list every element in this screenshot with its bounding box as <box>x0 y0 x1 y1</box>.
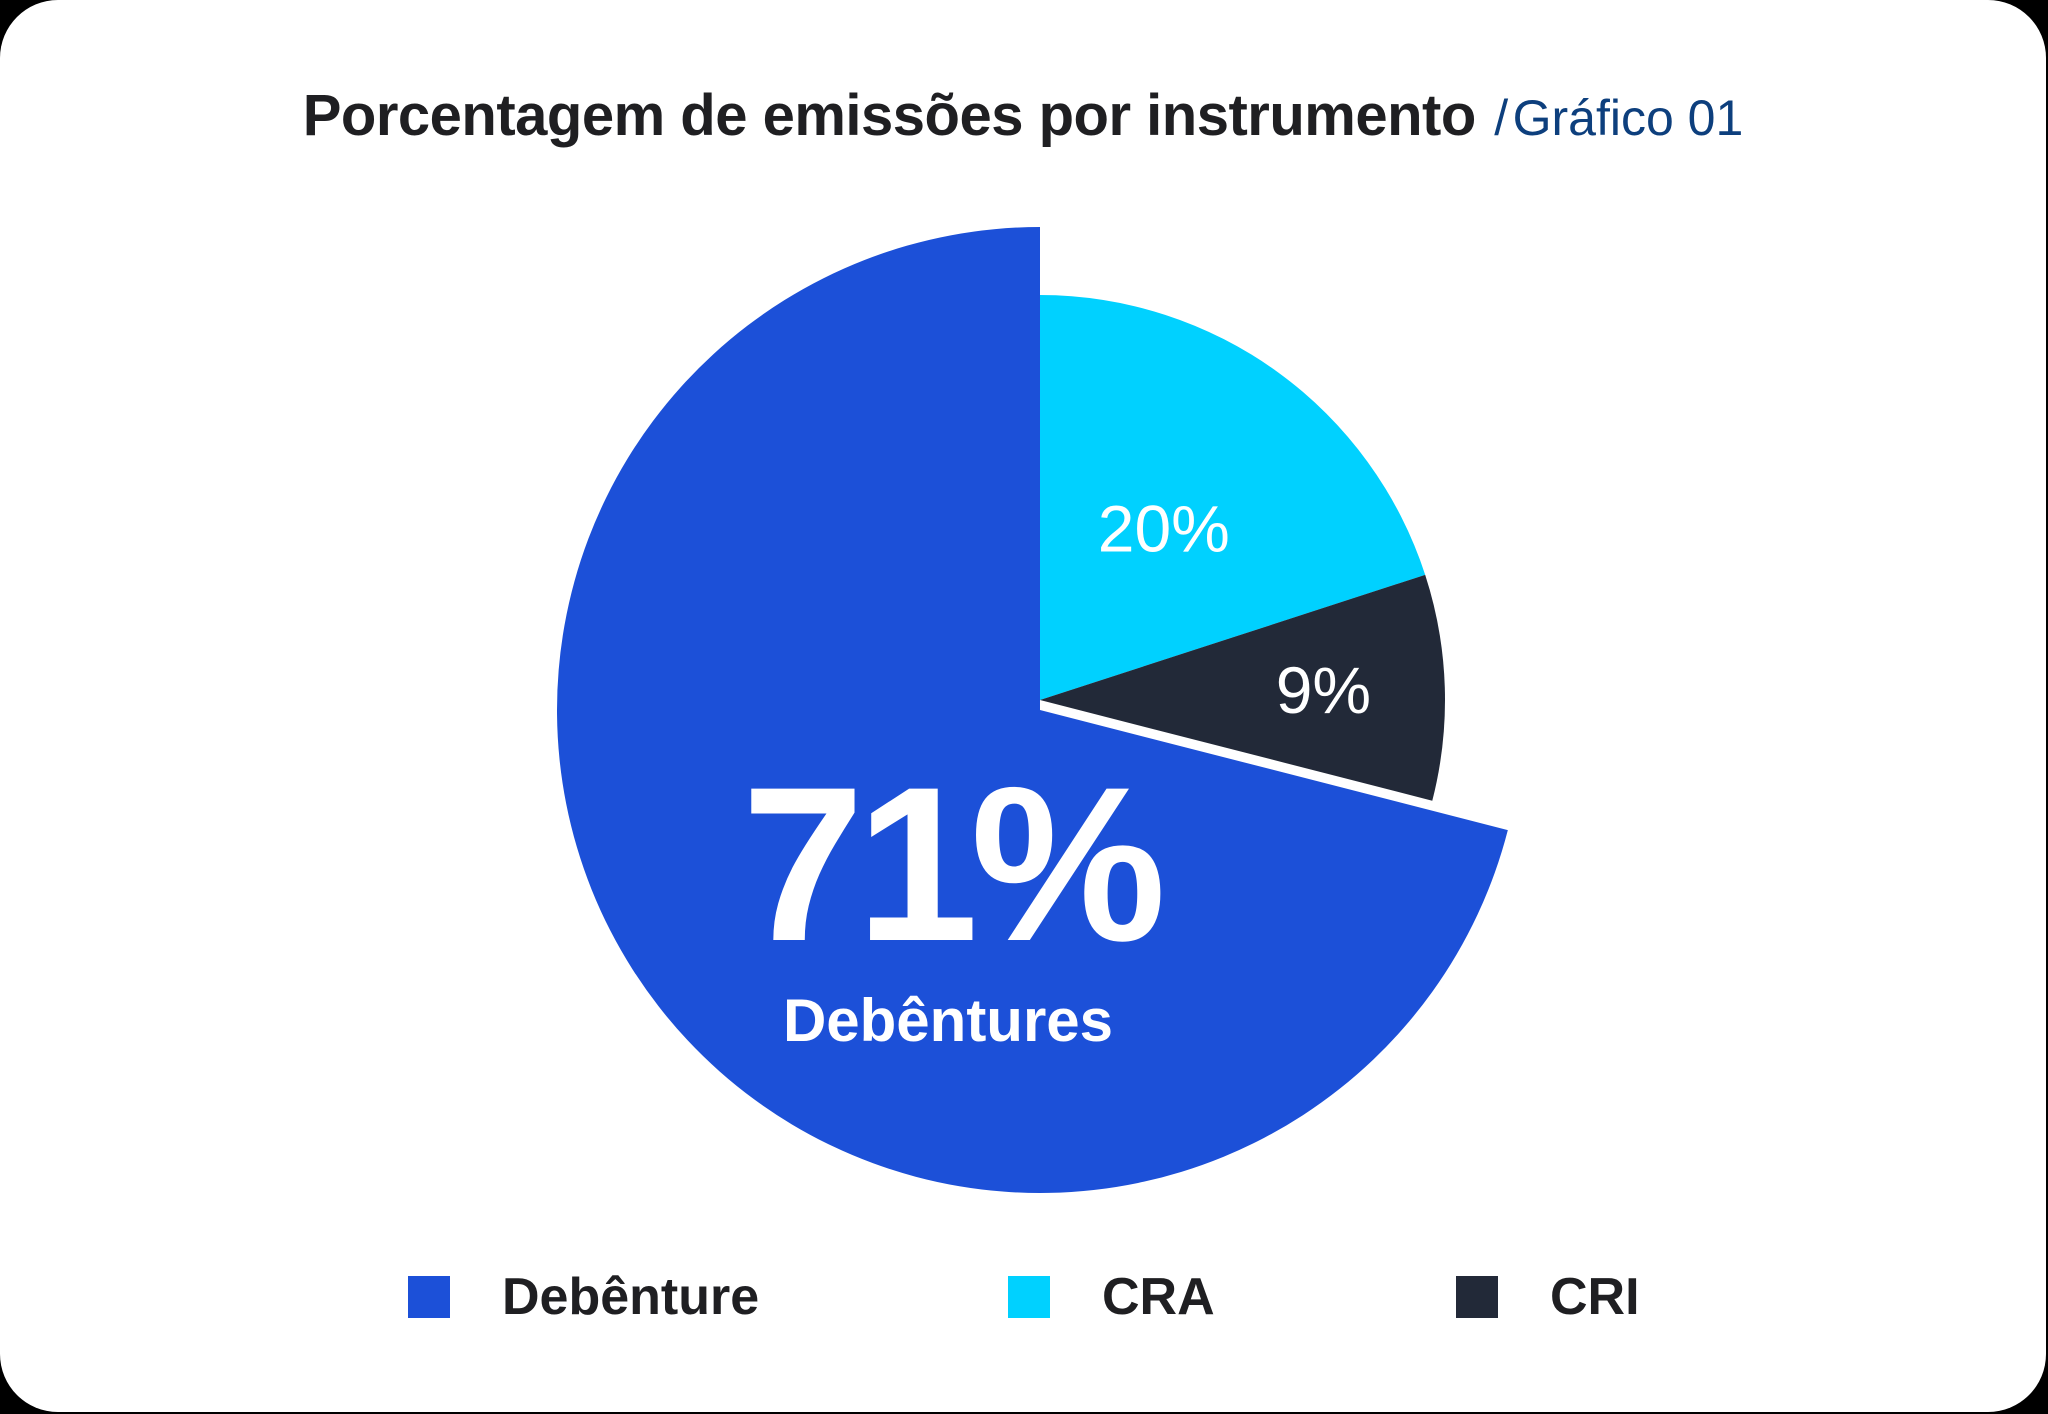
legend-swatch-cra <box>1008 1276 1050 1318</box>
legend-item-cri: CRI <box>1456 1262 1640 1332</box>
legend-label-cri: CRI <box>1550 1268 1640 1326</box>
legend-swatch-debenture <box>408 1276 450 1318</box>
pie-label-cra: 20% <box>1098 492 1230 566</box>
pie-labels: 20% 9% 71%Debêntures <box>742 492 1371 1054</box>
pie-slice-cri <box>1040 574 1446 801</box>
legend-label-cra: CRA <box>1102 1268 1215 1326</box>
pie-label-cri: 9% <box>1276 653 1371 727</box>
legend: Debênture CRA CRI <box>0 1262 2046 1332</box>
legend-swatch-cri <box>1456 1276 1498 1318</box>
legend-item-cra: CRA <box>1008 1262 1215 1332</box>
pie-slices <box>557 227 1508 1194</box>
pie-slice-cra <box>1040 295 1426 700</box>
pie-slice-debenture <box>557 227 1508 1194</box>
chart-subtitle: Gráfico 01 <box>1512 90 1744 146</box>
chart-title-text: Porcentagem de emissões por instrumento <box>302 83 1477 148</box>
chart-title-separator: / <box>1494 90 1509 146</box>
chart-title: Porcentagem de emissões por instrumento … <box>0 78 2046 169</box>
legend-item-debenture: Debênture <box>408 1262 759 1332</box>
pie-label-debenture: 71% <box>742 741 1161 987</box>
legend-label-debenture: Debênture <box>502 1268 760 1326</box>
pie-sublabel-debenture: Debêntures <box>783 987 1113 1054</box>
